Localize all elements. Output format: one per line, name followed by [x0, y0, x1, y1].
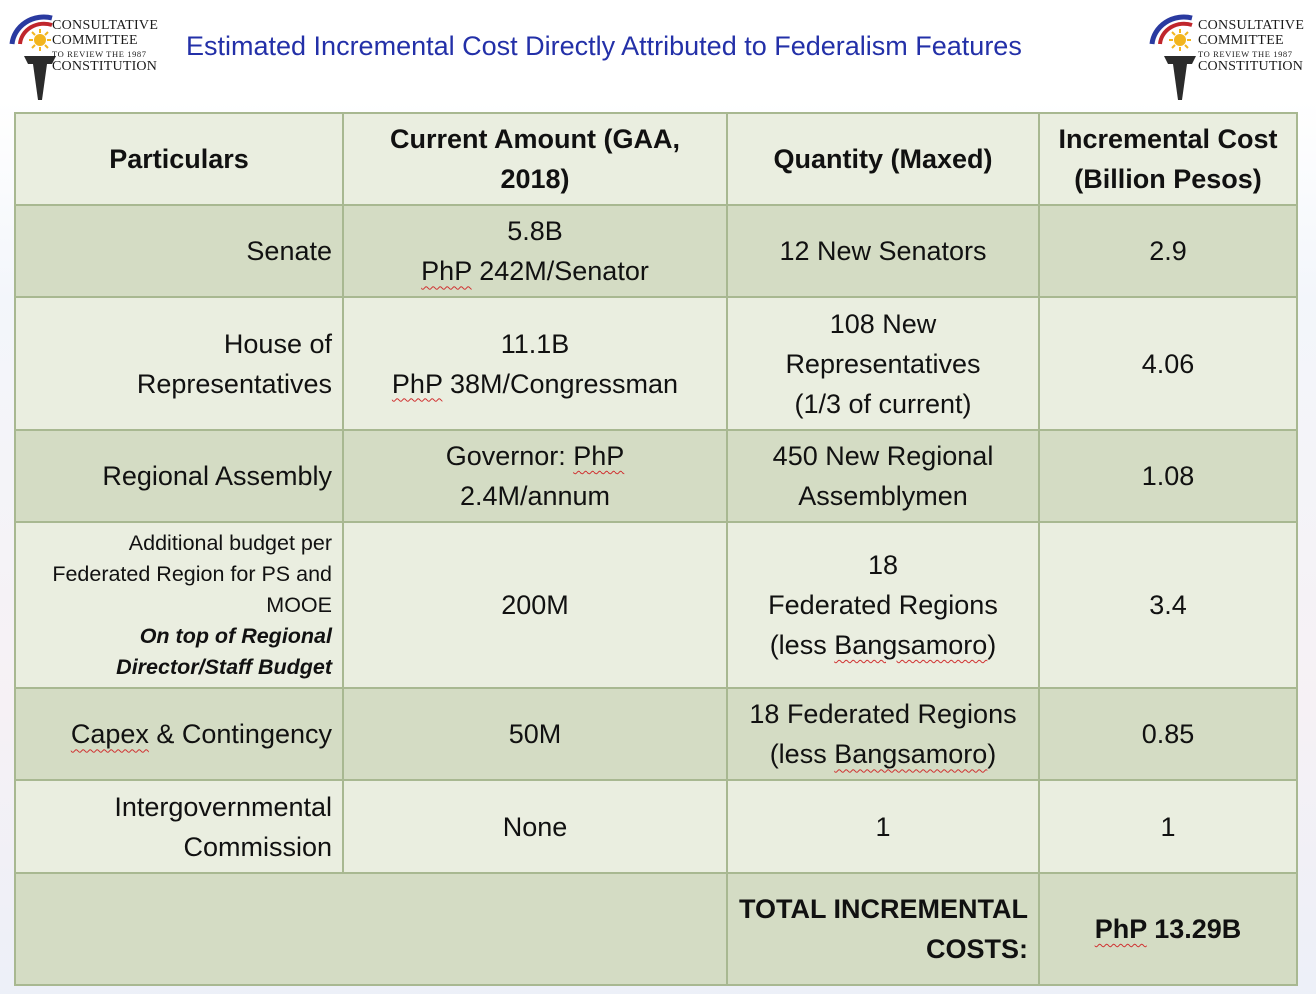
row-particular: Intergovernmental Commission: [14, 779, 344, 874]
header-quantity: Quantity (Maxed): [726, 111, 1040, 207]
total-row: TOTAL INCREMENTAL COSTS: PhP 13.29B: [14, 871, 1298, 987]
row-quantity: 18 Federated Regions (less Bangsamoro): [726, 520, 1040, 690]
row-particular: Additional budget per Federated Region f…: [14, 520, 344, 690]
table-row: Senate 5.8B PhP 242M/Senator 12 New Sena…: [14, 204, 1298, 299]
quantity-line: Assemblymen: [798, 480, 968, 511]
torch-sun-emblem-icon: [1149, 14, 1196, 100]
row-current-amount: None: [342, 779, 728, 874]
amount-line: Governor: PhP: [354, 436, 716, 476]
total-value: PhP 13.29B: [1038, 871, 1298, 987]
spell-flagged-text: Capex: [70, 719, 149, 750]
slide-header: Consultative Committee to review the 198…: [0, 0, 1316, 104]
particular-line: Federated Region for PS and: [52, 561, 332, 586]
particular-line: Intergovernmental: [114, 791, 332, 822]
row-quantity: 450 New Regional Assemblymen: [726, 428, 1040, 523]
row-particular: Regional Assembly: [14, 428, 344, 523]
table-header-row: Particulars Current Amount (GAA, 2018) Q…: [14, 111, 1298, 207]
row-particular: Senate: [14, 204, 344, 299]
row-cost: 1.08: [1038, 428, 1298, 523]
particular-line: House of: [223, 328, 332, 359]
incremental-cost-table: Particulars Current Amount (GAA, 2018) Q…: [14, 111, 1298, 987]
spell-flagged-text: PhP: [1094, 913, 1147, 944]
row-particular: Capex & Contingency: [14, 687, 344, 782]
row-cost: 2.9: [1038, 204, 1298, 299]
total-label-line: TOTAL INCREMENTAL: [739, 893, 1028, 924]
total-amount: 13.29B: [1146, 913, 1242, 944]
row-quantity: 108 New Representatives (1/3 of current): [726, 296, 1040, 431]
quantity-line: Representatives: [785, 348, 981, 379]
spell-flagged-text: PhP: [421, 256, 472, 287]
quantity-line: Federated Regions: [768, 590, 998, 621]
table-row: Regional Assembly Governor: PhP 2.4M/ann…: [14, 428, 1298, 523]
consultative-committee-logo-right: Consultative Committee to review the 198…: [1146, 12, 1306, 102]
cost-table-container: Particulars Current Amount (GAA, 2018) Q…: [14, 111, 1298, 987]
row-cost: 0.85: [1038, 687, 1298, 782]
quantity-line: 450 New Regional: [772, 440, 994, 471]
table-row: Additional budget per Federated Region f…: [14, 520, 1298, 690]
quantity-text: (less: [769, 739, 835, 770]
row-quantity: 18 Federated Regions (less Bangsamoro): [726, 687, 1040, 782]
amount-per-unit-value: 38M/Congressman: [442, 368, 679, 399]
page-title: Estimated Incremental Cost Directly Attr…: [186, 31, 1022, 61]
particular-line: Representatives: [136, 368, 332, 399]
row-cost: 1: [1038, 779, 1298, 874]
table-row: Intergovernmental Commission None 1 1: [14, 779, 1298, 874]
spell-flagged-text: PhP: [391, 368, 443, 399]
quantity-line: (less Bangsamoro): [738, 734, 1028, 774]
spell-flagged-text: Bangsamoro: [834, 739, 988, 770]
amount-per-unit: 2.4M/annum: [459, 480, 611, 511]
spell-flagged-text: PhP: [573, 440, 625, 471]
particular-note: On top of Regional: [139, 623, 332, 648]
table-row: House of Representatives 11.1B PhP 38M/C…: [14, 296, 1298, 431]
header-current-amount: Current Amount (GAA, 2018): [342, 111, 728, 207]
amount-per-unit: PhP 38M/Congressman: [354, 364, 716, 404]
particular-line: MOOE: [266, 592, 332, 617]
amount-per-unit: PhP 242M/Senator: [354, 251, 716, 291]
total-row-spacer: [14, 871, 728, 987]
amount-prefix-text: Governor:: [445, 440, 574, 471]
quantity-text: (less: [769, 630, 835, 661]
logo-wordmark: Consultative Committee to review the 198…: [1198, 18, 1305, 74]
amount-total: 5.8B: [507, 216, 563, 247]
row-current-amount: 200M: [342, 520, 728, 690]
quantity-line: 18: [867, 550, 899, 581]
particular-line: Additional budget per: [128, 530, 332, 555]
logo-wordmark: Consultative Committee to review the 198…: [52, 18, 159, 74]
row-quantity: 12 New Senators: [726, 204, 1040, 299]
row-current-amount: Governor: PhP 2.4M/annum: [342, 428, 728, 523]
particular-line: Commission: [183, 831, 332, 862]
total-label: TOTAL INCREMENTAL COSTS:: [726, 871, 1040, 987]
quantity-line: 108 New: [829, 308, 937, 339]
row-cost: 4.06: [1038, 296, 1298, 431]
amount-per-unit-value: 242M/Senator: [471, 256, 649, 287]
row-current-amount: 5.8B PhP 242M/Senator: [342, 204, 728, 299]
torch-sun-emblem-icon: [9, 14, 56, 100]
spell-flagged-text: Bangsamoro: [834, 630, 988, 661]
quantity-line: 18 Federated Regions: [749, 699, 1017, 730]
row-cost: 3.4: [1038, 520, 1298, 690]
row-current-amount: 50M: [342, 687, 728, 782]
row-particular: House of Representatives: [14, 296, 344, 431]
consultative-committee-logo-left: Consultative Committee to review the 198…: [6, 12, 166, 102]
row-quantity: 1: [726, 779, 1040, 874]
quantity-text: ): [987, 739, 997, 770]
quantity-text: ): [987, 630, 997, 661]
particular-text: & Contingency: [148, 719, 332, 750]
particular-note: Director/Staff Budget: [116, 654, 332, 679]
total-label-line: COSTS:: [925, 933, 1028, 964]
row-current-amount: 11.1B PhP 38M/Congressman: [342, 296, 728, 431]
header-particulars: Particulars: [14, 111, 344, 207]
quantity-line: (1/3 of current): [794, 388, 972, 419]
header-incremental-cost: Incremental Cost (Billion Pesos): [1038, 111, 1298, 207]
quantity-line: (less Bangsamoro): [738, 625, 1028, 665]
amount-total: 11.1B: [500, 328, 570, 359]
table-row: Capex & Contingency 50M 18 Federated Reg…: [14, 687, 1298, 782]
